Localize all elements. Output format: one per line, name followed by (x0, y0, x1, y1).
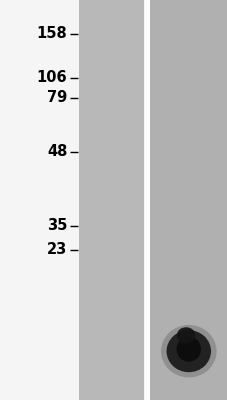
FancyBboxPatch shape (149, 0, 227, 400)
Ellipse shape (176, 336, 200, 362)
Text: 79: 79 (47, 90, 67, 106)
FancyBboxPatch shape (78, 0, 143, 400)
Text: 23: 23 (47, 242, 67, 258)
Text: 106: 106 (37, 70, 67, 86)
Text: 158: 158 (36, 26, 67, 42)
Ellipse shape (176, 327, 195, 343)
Ellipse shape (160, 325, 216, 378)
Text: 48: 48 (47, 144, 67, 160)
Text: 35: 35 (47, 218, 67, 234)
Ellipse shape (166, 330, 210, 372)
FancyBboxPatch shape (144, 0, 149, 400)
